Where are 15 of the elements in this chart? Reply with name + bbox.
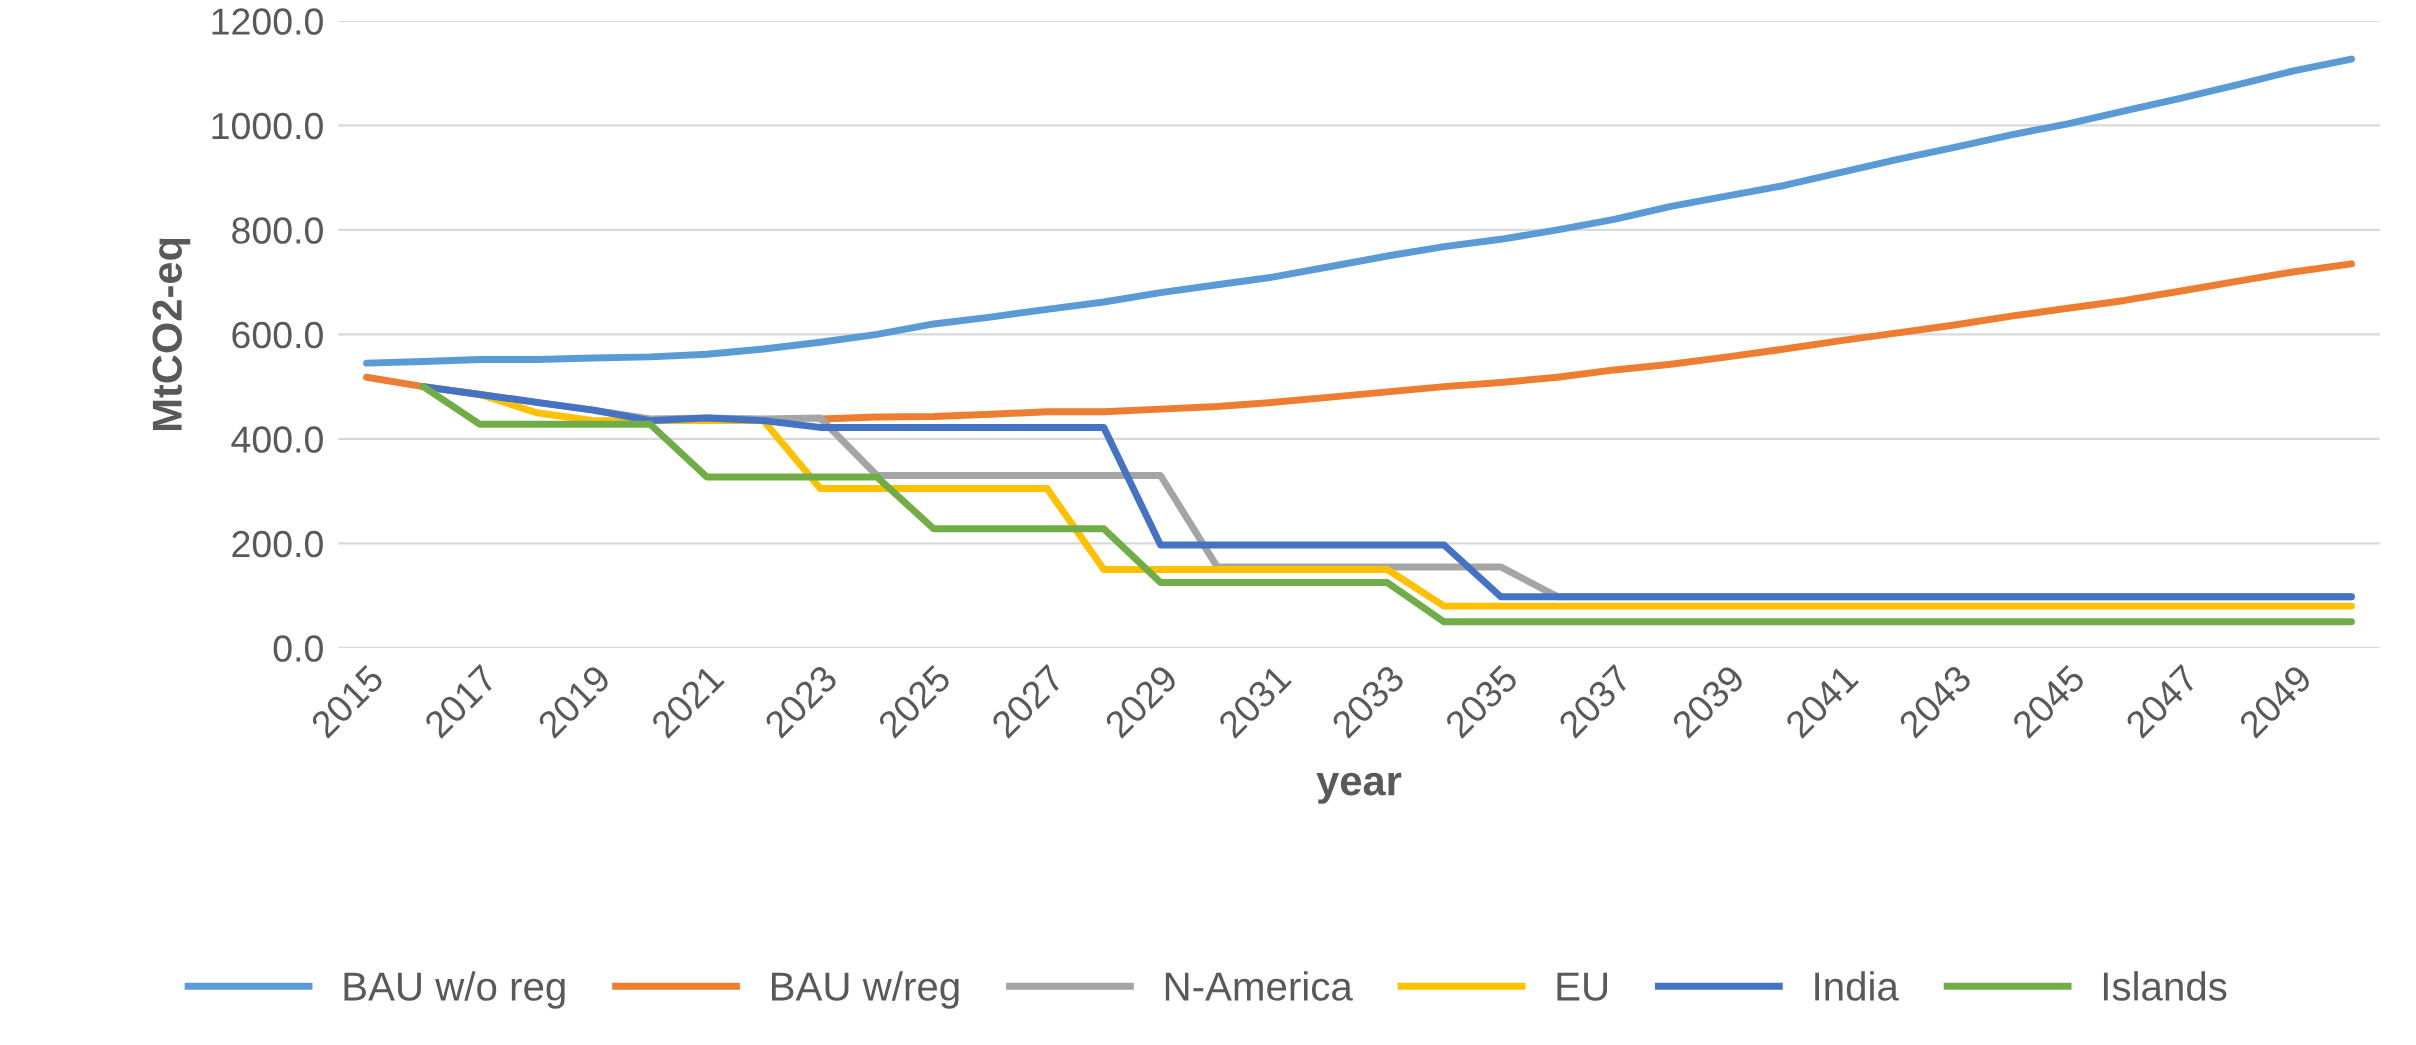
y-tick-label: 800.0 [232,217,323,244]
y-tick-label: 1200.0 [212,8,323,35]
legend-label: BAU w/o reg [344,971,565,1009]
y-tick-label: 200.0 [232,530,323,558]
legend-label: Islands [2103,971,2227,1001]
legend-label: BAU w/reg [771,971,959,1009]
x-axis-title: year [1316,772,1402,804]
y-tick-label: 0.0 [273,635,323,662]
y-axis-title: MtCO2-eq [152,238,191,430]
y-tick-label: 600.0 [232,321,323,349]
y-tick-label: 400.0 [231,426,323,453]
legend-label: N-America [1165,971,1353,1001]
legend-label: India [1815,971,1899,1001]
y-tick-label: 1000.0 [212,112,323,140]
legend-label: EU [1557,972,1608,1001]
